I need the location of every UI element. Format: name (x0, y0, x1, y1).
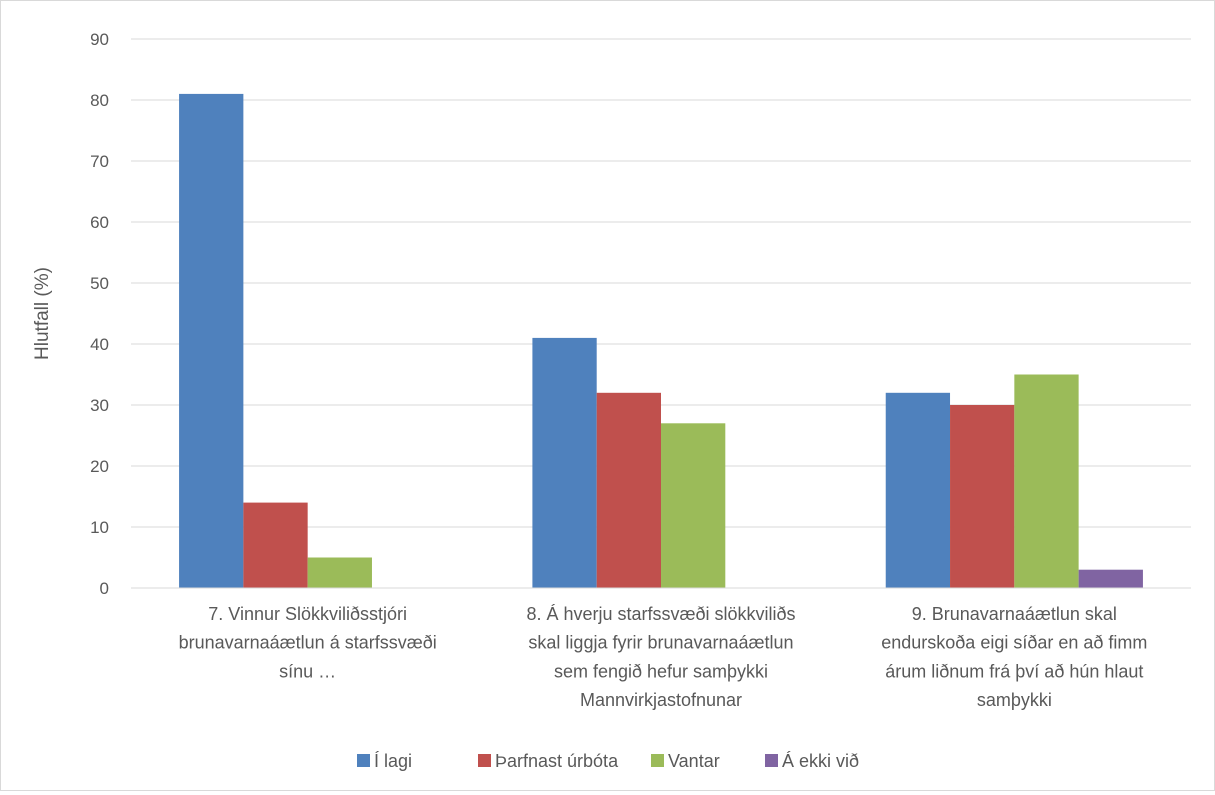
y-tick-label: 30 (90, 396, 109, 415)
y-tick-label: 40 (90, 335, 109, 354)
y-axis-ticks: 0 10 20 30 40 50 60 70 80 90 (90, 30, 109, 598)
legend-label: Þarfnast úrbóta (495, 751, 619, 771)
y-tick-label: 20 (90, 457, 109, 476)
bar (179, 93, 244, 589)
category-label: 8. Á hverju starfssvæði slökkviliðs (526, 604, 795, 624)
legend-swatch (765, 754, 778, 767)
legend-swatch (651, 754, 664, 767)
legend: Í lagi Þarfnast úrbóta Vantar Á ekki við (357, 751, 859, 771)
bar (885, 392, 951, 588)
category-label: sem fengið hefur samþykki (554, 661, 768, 681)
y-tick-label: 0 (100, 579, 109, 598)
category-label: brunavarnaáætlun á starfssvæði (179, 633, 437, 653)
bar (661, 423, 726, 588)
category-label: sínu … (279, 661, 336, 681)
category-label: 7. Vinnur Slökkviliðsstjóri (208, 604, 407, 624)
category-label: skal liggja fyrir brunavarnaáætlun (528, 633, 793, 653)
y-tick-label: 80 (90, 91, 109, 110)
y-axis-title: Hlutfall (%) (32, 267, 53, 360)
y-tick-label: 50 (90, 274, 109, 293)
y-tick-label: 90 (90, 30, 109, 49)
category-label: samþykki (977, 690, 1052, 710)
bar (1078, 569, 1143, 588)
category-labels: 7. Vinnur Slökkviliðsstjóri brunavarnaáæt… (179, 604, 1148, 710)
legend-label: Á ekki við (782, 751, 859, 771)
bar (243, 502, 308, 588)
bar (1014, 374, 1079, 588)
legend-swatch (357, 754, 370, 767)
bar (307, 557, 372, 588)
category-label: endurskoða eigi síðar en að fimm (881, 633, 1147, 653)
y-tick-label: 60 (90, 213, 109, 232)
legend-label: Í lagi (374, 751, 412, 771)
y-tick-label: 70 (90, 152, 109, 171)
category-label: árum liðnum frá því að hún hlaut (885, 661, 1143, 681)
gridlines (131, 38, 1191, 528)
bar (596, 392, 661, 588)
bar (950, 405, 1015, 588)
bars (179, 93, 1143, 589)
category-label: Mannvirkjastofnunar (580, 690, 742, 710)
legend-swatch (478, 754, 491, 767)
legend-label: Vantar (668, 751, 720, 771)
bar (532, 337, 597, 588)
category-label: 9. Brunavarnaáætlun skal (912, 604, 1117, 624)
y-tick-label: 10 (90, 518, 109, 537)
